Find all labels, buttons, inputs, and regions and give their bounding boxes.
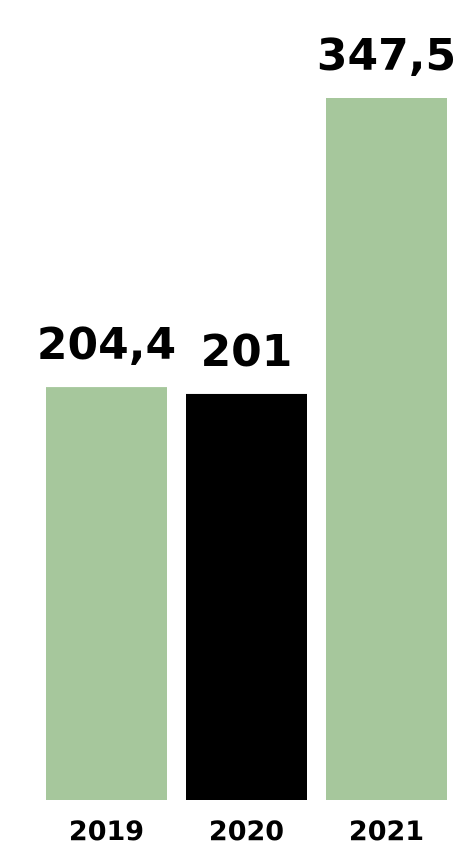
x-tick-labels-group: 2019 2020 2021 — [69, 816, 424, 847]
value-label-2021: 347,5 — [317, 30, 456, 81]
value-label-2020: 201 — [201, 326, 293, 377]
x-tick-label-2021: 2021 — [349, 816, 424, 847]
value-label-2019: 204,4 — [37, 319, 176, 370]
bar-2021 — [326, 98, 447, 800]
bar-2020 — [186, 393, 307, 800]
bar-2019 — [46, 387, 167, 800]
x-tick-label-2019: 2019 — [69, 816, 144, 847]
bars-group — [46, 98, 447, 800]
x-tick-label-2020: 2020 — [209, 816, 284, 847]
value-labels-group: 204,4 201 347,5 — [37, 30, 456, 377]
